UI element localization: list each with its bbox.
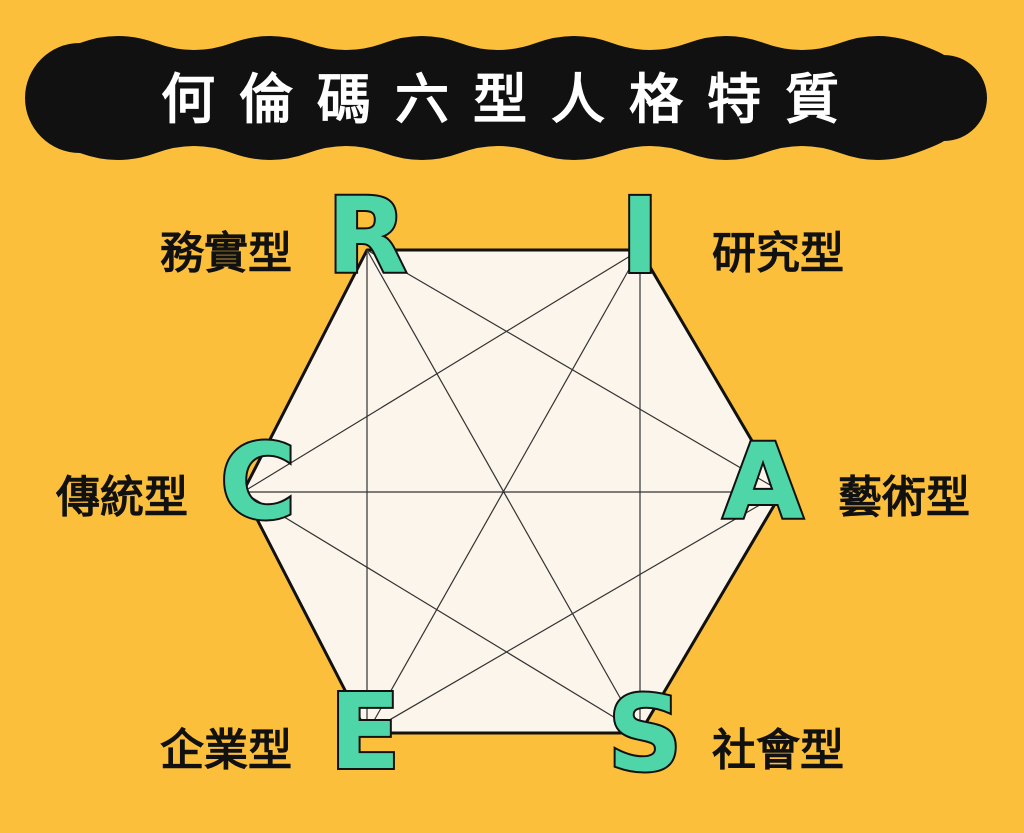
label-social: 社會型 <box>712 725 844 776</box>
page-title: 何倫碼六型人格特質 <box>161 68 863 131</box>
title-banner-shape <box>25 36 987 160</box>
label-investigative: 研究型 <box>712 228 844 279</box>
line-i-c <box>242 249 641 493</box>
line-r-a <box>366 249 783 493</box>
label-enterprising: 企業型 <box>160 725 292 776</box>
line-s-c <box>242 491 641 734</box>
label-artistic: 藝術型 <box>838 472 970 523</box>
letter-a: A <box>723 421 804 543</box>
letter-i: I <box>621 175 660 297</box>
letter-e: E <box>329 671 400 793</box>
letter-e-group: E <box>327 669 402 795</box>
letter-s-group: S <box>606 671 685 797</box>
letter-s: S <box>608 673 683 795</box>
letter-c: C <box>220 421 296 543</box>
letter-r: R <box>327 175 407 297</box>
letter-i-group: I <box>619 173 662 299</box>
letter-r-group: R <box>325 173 409 299</box>
label-conventional: 傳統型 <box>55 472 188 523</box>
letter-a-group: A <box>721 419 806 545</box>
letter-c-group: C <box>218 419 298 545</box>
connection-lines <box>242 249 783 734</box>
label-realistic: 務實型 <box>160 228 292 279</box>
line-a-e <box>366 491 783 734</box>
title-banner: 何倫碼六型人格特質 <box>25 36 987 160</box>
